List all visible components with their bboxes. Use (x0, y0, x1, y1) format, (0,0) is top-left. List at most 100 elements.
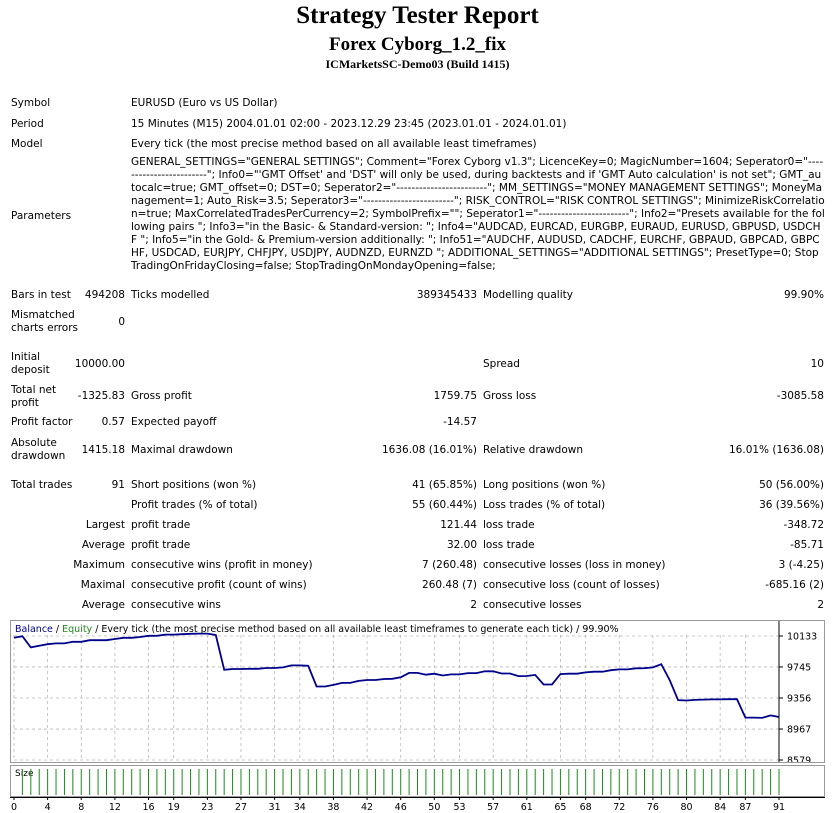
symbol-value: EURUSD (Euro vs US Dollar) (131, 97, 278, 109)
spread-label: Spread (483, 358, 520, 370)
x-tick-label: 61 (521, 802, 533, 813)
equity-line (13, 633, 780, 719)
absolute-drawdown-label: Absolute (11, 437, 57, 449)
average-consecutive-losses-label: consecutive losses (483, 599, 582, 611)
average-consecutive-wins-value: 2 (470, 599, 477, 611)
largest-loss-label: loss trade (483, 519, 535, 531)
gross-profit-label: Gross profit (131, 390, 192, 402)
legend-equity: Equity (62, 624, 92, 635)
gross-loss-label: Gross loss (483, 390, 537, 402)
y-tick-label: 9356 (787, 694, 811, 705)
server-build: ICMarketsSC-Demo03 (Build 1415) (325, 57, 510, 71)
x-tick-label: 50 (428, 802, 440, 813)
ticks-value: 389345433 (416, 289, 477, 301)
y-tick-label: 9745 (787, 662, 811, 673)
period-label: Period (11, 118, 44, 130)
net-profit-value: -1325.83 (77, 390, 125, 402)
size-panel: Size (10, 765, 825, 797)
x-tick-label: 80 (680, 802, 692, 813)
x-axis: 0 4 8 12 16 19 23 27 31 34 38 42 46 50 53 57 61 65 68 72 76 8… (10, 797, 825, 813)
gross-profit-value: 1759.75 (433, 390, 477, 402)
x-tick-label: 68 (580, 802, 592, 813)
x-tick-label: 84 (714, 802, 726, 813)
bars-value: 494208 (84, 289, 125, 301)
maximal-drawdown-value: 1636.08 (16.01%) (382, 444, 477, 456)
x-tick-label: 76 (647, 802, 659, 813)
expert-name: Forex Cyborg_1.2_fix (329, 34, 506, 55)
x-tick-label: 23 (201, 802, 213, 813)
gross-loss-value: -3085.58 (776, 390, 824, 402)
symbol-label: Symbol (11, 97, 51, 109)
loss-trades-value: 36 (39.56%) (759, 499, 824, 511)
balance-chart-svg: 10133 9745 9356 8967 8579 Balance / Equity /… (13, 621, 817, 767)
y-tick-label: 8967 (787, 725, 811, 736)
model-value: Every tick (the most precise method base… (131, 138, 537, 150)
y-tick-label: 10133 (787, 632, 817, 643)
balance-chart: 10133 9745 9356 8967 8579 Balance / Equity /… (10, 620, 825, 767)
parameters-label: Parameters (11, 210, 72, 222)
net-profit-label: Total net (11, 384, 57, 396)
x-tick-label: 16 (142, 802, 154, 813)
x-tick-label: 42 (361, 802, 373, 813)
average-consecutive-label: Average (81, 599, 125, 611)
maximal-consecutive-profit-label: consecutive profit (count of wins) (131, 579, 307, 591)
x-tick-label: 87 (739, 802, 751, 813)
y-tick-label: 8579 (787, 756, 811, 763)
x-tick-label: 19 (168, 802, 180, 813)
max-consecutive-losses-label: consecutive losses (loss in money) (483, 559, 666, 571)
relative-drawdown-value: 16.01% (1636.08) (729, 444, 824, 456)
largest-profit-label: profit trade (131, 519, 191, 531)
maximal-consecutive-loss-value: -685.16 (2) (765, 579, 824, 591)
legend-balance: Balance (15, 624, 53, 635)
size-label: Size (15, 769, 34, 779)
y-axis-ticks: 10133 9745 9356 8967 8579 (778, 621, 817, 767)
short-positions-label: Short positions (won %) (131, 479, 257, 491)
model-label: Model (11, 138, 43, 150)
maximal-consecutive-loss-label: consecutive loss (count of losses) (483, 579, 660, 591)
legend-separator: / (53, 624, 62, 635)
size-panel-svg: Size (15, 769, 780, 795)
profit-trades-value: 55 (60.44%) (412, 499, 477, 511)
average-consecutive-losses-value: 2 (817, 599, 824, 611)
x-tick-label: 46 (395, 802, 407, 813)
expected-payoff-label: Expected payoff (131, 416, 217, 428)
maximal-label: Maximal (80, 579, 125, 591)
quality-label: Modelling quality (483, 289, 573, 301)
x-tick-label: 4 (45, 802, 51, 813)
x-tick-label: 0 (11, 802, 17, 813)
max-consecutive-wins-label: consecutive wins (profit in money) (131, 559, 313, 571)
x-tick-label: 8 (78, 802, 84, 813)
average-consecutive-wins-label: consecutive wins (131, 599, 221, 611)
maximal-consecutive-profit-value: 260.48 (7) (422, 579, 477, 591)
average-loss-value: -85.71 (790, 539, 824, 551)
net-profit-label-2: profit (11, 397, 39, 409)
profit-factor-label: Profit factor (11, 416, 73, 428)
chart-grid (13, 635, 780, 761)
report-title: Strategy Tester Report (296, 2, 539, 29)
x-tick-label: 91 (773, 802, 785, 813)
largest-label: Largest (85, 519, 125, 531)
period-value: 15 Minutes (M15) 2004.01.01 02:00 - 2023… (131, 118, 567, 130)
absolute-drawdown-label-2: drawdown (11, 450, 66, 462)
absolute-drawdown-value: 1415.18 (81, 444, 125, 456)
max-consecutive-losses-value: 3 (-4.25) (778, 559, 824, 571)
average-profit-label: profit trade (131, 539, 191, 551)
largest-loss-value: -348.72 (783, 519, 824, 531)
short-positions-value: 41 (65.85%) (412, 479, 477, 491)
maximum-label: Maximum (73, 559, 125, 571)
spread-value: 10 (810, 358, 824, 370)
x-tick-label: 53 (454, 802, 466, 813)
initial-deposit-label-2: deposit (11, 364, 50, 376)
profit-factor-value: 0.57 (101, 416, 125, 428)
x-tick-label: 27 (235, 802, 247, 813)
x-tick-label: 34 (294, 802, 306, 813)
x-tick-label: 57 (487, 802, 499, 813)
average-profit-value: 32.00 (446, 539, 477, 551)
x-tick-label: 65 (554, 802, 566, 813)
total-trades-label: Total trades (11, 479, 73, 491)
initial-deposit-value: 10000.00 (74, 358, 125, 370)
total-trades-value: 91 (111, 479, 125, 491)
bars-label: Bars in test (11, 289, 71, 301)
ticks-label: Ticks modelled (131, 289, 210, 301)
size-bars (21, 769, 780, 795)
